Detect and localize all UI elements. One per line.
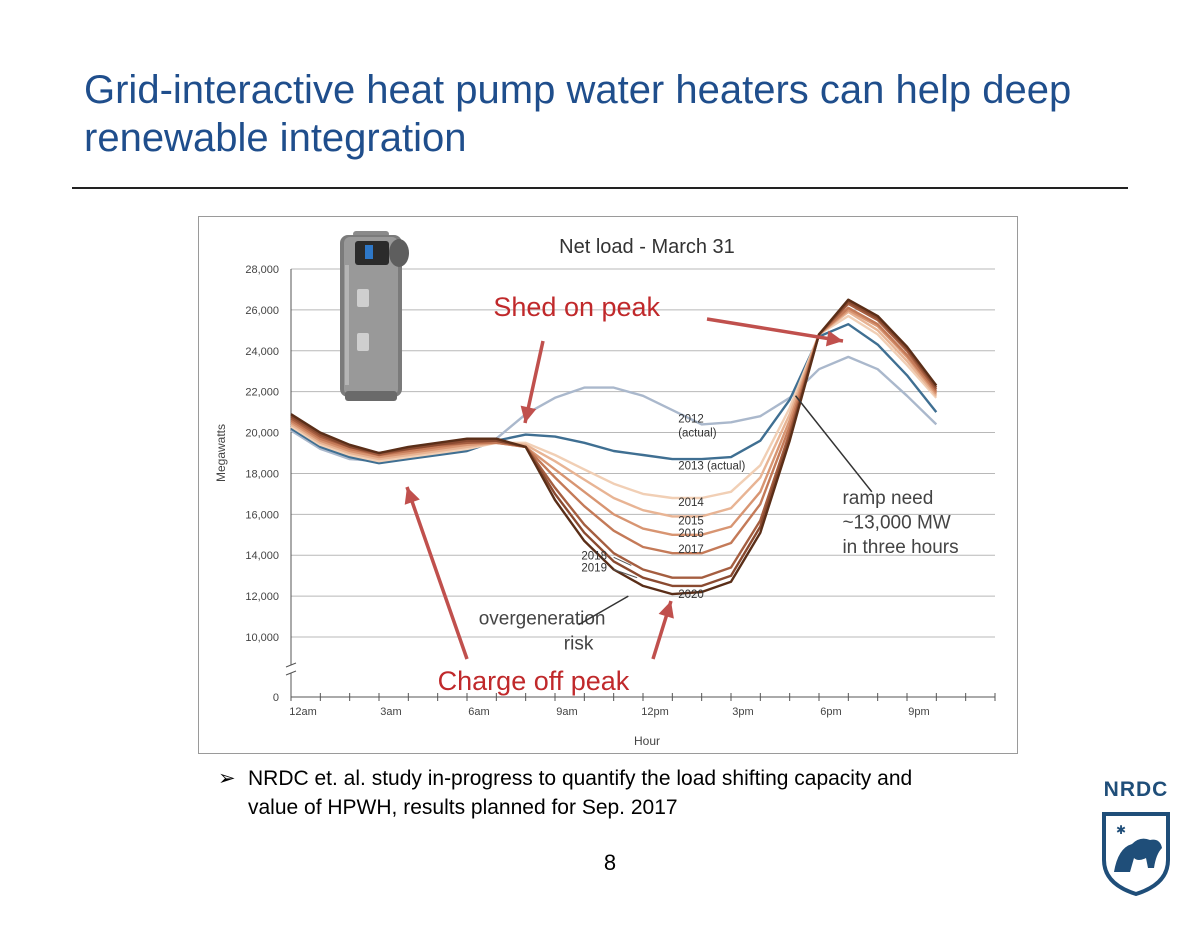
series-label: 2016 <box>678 528 704 540</box>
grid-layer <box>291 268 995 638</box>
chart-frame: Net load - March 31 0 10,000 12,000 14,000 16… <box>198 216 1018 754</box>
y-tick-label: 26,000 <box>245 305 279 317</box>
nrdc-logo: NRDC ✱ <box>1094 778 1178 896</box>
axis-break-mark <box>285 662 297 676</box>
annotation-text: overgeneration <box>479 609 606 630</box>
x-tick-label: 12pm <box>641 706 669 718</box>
series-label: 2017 <box>678 544 704 556</box>
y-tick-label: 20,000 <box>245 428 279 440</box>
callout-text: Charge off peak <box>438 666 630 696</box>
ramp-pointer-line <box>794 395 873 493</box>
slide-title: Grid-interactive heat pump water heaters… <box>84 68 1072 160</box>
annotation-text: risk <box>564 633 594 654</box>
callout-text: Shed on peak <box>493 292 660 322</box>
series-label: 2018 <box>581 550 607 562</box>
callout-arrowhead <box>520 405 537 423</box>
series-label: 2014 <box>678 497 704 509</box>
leader-line <box>613 569 638 579</box>
x-tick-label: 6pm <box>820 706 841 718</box>
series-label: (actual) <box>678 428 717 440</box>
x-tick-label: 6am <box>468 706 489 718</box>
water-heater-icon <box>340 231 409 401</box>
x-tick-label: 3am <box>380 706 401 718</box>
y-tick-label: 24,000 <box>245 346 279 358</box>
y-tick-label: 10,000 <box>245 632 279 644</box>
logo-text: NRDC <box>1103 778 1169 801</box>
title-divider <box>72 187 1128 189</box>
y-axis-label: Megawatts <box>214 424 228 482</box>
y-tick-label: 12,000 <box>245 591 279 603</box>
series-label: 2019 <box>581 563 607 575</box>
annotation-text: ~13,000 MW <box>842 513 950 534</box>
series-label: 2015 <box>678 516 704 528</box>
y-tick-label: 18,000 <box>245 468 279 480</box>
x-tick-label: 9am <box>556 706 577 718</box>
series-label: 2012 <box>678 413 704 425</box>
callout-arrow <box>405 486 469 660</box>
overgeneration-pointer-line <box>578 595 629 626</box>
bullet-text: NRDC et. al. study in-progress to quanti… <box>248 767 913 819</box>
svg-text:✱: ✱ <box>1116 823 1126 837</box>
annotation-text: in three hours <box>842 537 958 558</box>
y-tick-label: 28,000 <box>245 264 279 276</box>
y-tick-label: 14,000 <box>245 550 279 562</box>
y-tick-label: 22,000 <box>245 387 279 399</box>
x-tick-label: 9pm <box>908 706 929 718</box>
callout-arrowhead <box>658 601 674 619</box>
chart-title: Net load - March 31 <box>559 236 735 258</box>
callout-arrow <box>706 317 844 343</box>
page-number: 8 <box>603 850 617 875</box>
net-load-chart: Net load - March 31 0 10,000 12,000 14,000 16… <box>214 231 996 748</box>
callout-arrowhead <box>404 487 420 505</box>
annotation-text: ramp need <box>842 488 933 509</box>
x-axis-label: Hour <box>634 734 660 748</box>
callout-arrowhead <box>825 330 843 347</box>
leader-line <box>613 556 632 566</box>
bear-shield-icon: ✱ <box>1102 812 1170 896</box>
x-tick-label: 12am <box>289 706 317 718</box>
x-tick-label: 3pm <box>732 706 753 718</box>
bullet-arrow-icon: ➢ <box>218 767 236 790</box>
series-label: 2013 (actual) <box>678 460 745 472</box>
axis-layer: Net load - March 31 0 10,000 12,000 14,000 16… <box>214 236 996 748</box>
y-tick-label: 16,000 <box>245 509 279 521</box>
series-label: 2020 <box>678 589 704 601</box>
y-tick-label: 0 <box>273 692 279 704</box>
